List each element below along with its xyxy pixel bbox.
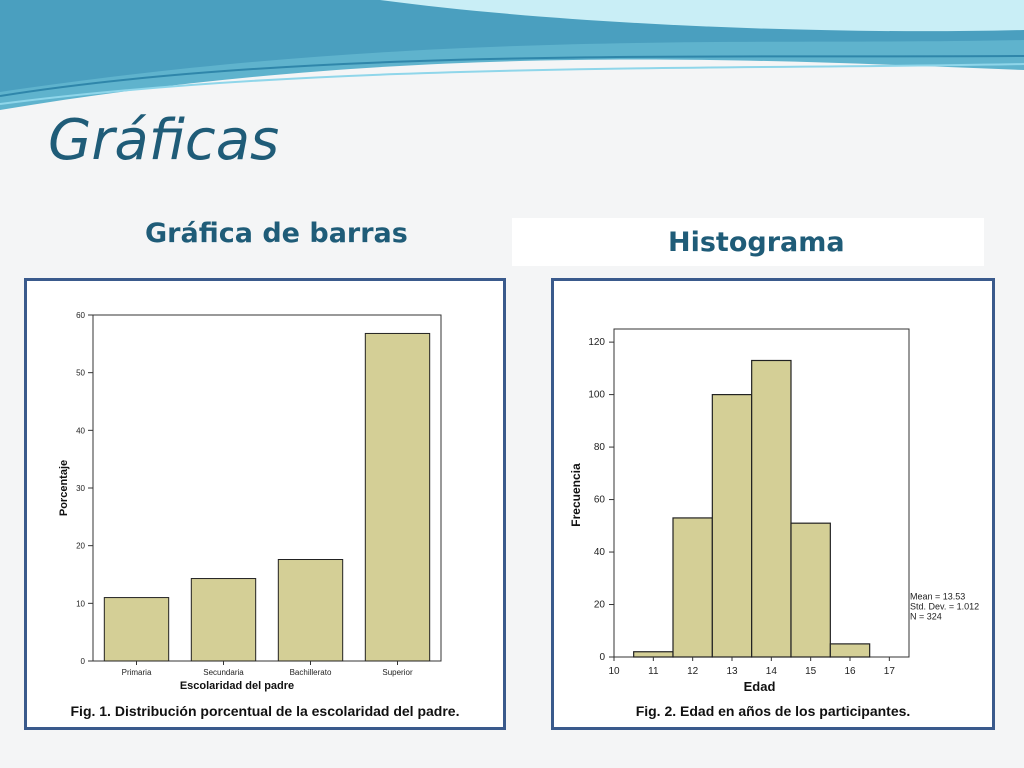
y-tick-label: 30 [76,484,85,493]
x-tick-label: Bachillerato [290,668,332,677]
histogram-bar [751,359,792,658]
header-wave-decoration [0,0,1024,110]
histogram-caption: Fig. 2. Edad en años de los participante… [635,703,911,719]
bar [190,578,257,662]
y-tick-label: 100 [588,390,605,401]
y-tick-label: 40 [76,426,85,435]
y-tick-label: 60 [594,495,606,506]
bar-chart-panel: 0 10 20 30 40 50 60 Primaria Secundaria Bachiller… [24,278,506,730]
x-tick-label: 11 [648,666,659,677]
histogram-bar [672,517,713,658]
x-tick-label: Primaria [122,668,152,677]
histogram-bar [711,393,753,658]
y-tick-label: 120 [588,337,605,348]
x-tick-label: 10 [608,666,620,677]
bar-chart-heading: Gráfica de barras [145,218,408,249]
histogram-bar [829,643,871,658]
y-tick-label: 50 [76,369,85,378]
x-tick-label: 15 [805,666,817,677]
bar-chart: 0 10 20 30 40 50 60 Primaria Secundaria Bachiller… [58,311,442,692]
y-tick-label: 80 [594,442,606,453]
y-tick-label: 20 [594,600,606,611]
x-tick-label: 12 [687,666,699,677]
bar [103,597,170,662]
y-tick-label: 20 [76,542,85,551]
histogram-bar [790,522,831,658]
y-tick-label: 60 [76,311,85,320]
histogram-chart: 0 20 40 60 80 100 120 10 11 12 13 14 15 16 17 Edad Frecu… [569,328,979,694]
stats-line: Std. Dev. = 1.012 [910,601,979,611]
histogram-heading-box [512,218,984,266]
bar [277,559,344,662]
y-axis-label: Frecuencia [569,463,583,527]
x-axis-label: Escolaridad del padre [180,680,294,692]
histogram-bar [633,651,674,658]
x-axis-label: Edad [744,679,776,694]
bar-chart-caption: Fig. 1. Distribución porcentual de la es… [70,703,460,719]
stats-line: Mean = 13.53 [910,591,965,601]
x-tick-label: 13 [726,666,738,677]
slide-title: Gráficas [48,108,280,173]
x-tick-label: Superior [382,668,413,677]
bar [364,332,431,662]
stats-line: N = 324 [910,611,942,621]
y-tick-label: 0 [81,657,86,666]
histogram-heading: Histograma [668,227,845,258]
histogram-panel: 0 20 40 60 80 100 120 10 11 12 13 14 15 16 17 Edad Frecu… [551,278,995,730]
x-tick-label: 17 [884,666,896,677]
y-tick-label: 10 [76,599,85,608]
x-tick-label: Secundaria [203,668,244,677]
x-tick-label: 16 [844,666,856,677]
y-axis-label: Porcentaje [58,460,70,516]
y-tick-label: 0 [599,652,605,663]
y-tick-label: 40 [594,547,606,558]
x-tick-label: 14 [766,666,778,677]
